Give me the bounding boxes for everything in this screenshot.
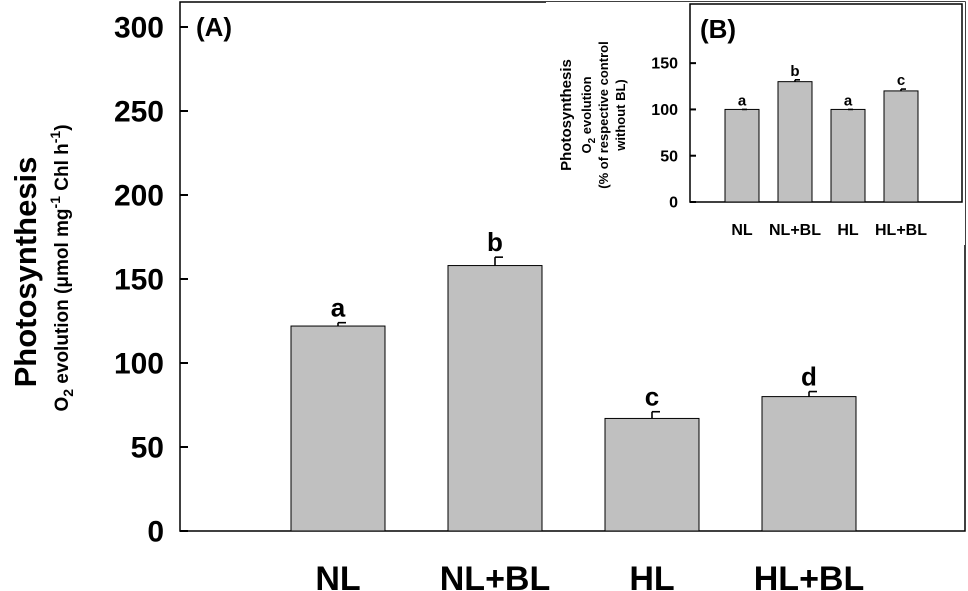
b-y-tick-label: 100 <box>651 102 678 119</box>
b-x-tick-label: NL <box>731 222 753 239</box>
inset-panel-label: (B) <box>700 14 736 44</box>
a-x-tick-label: NL <box>315 560 360 591</box>
b-significance-letter: c <box>897 72 905 89</box>
a-x-tick-label: HL+BL <box>754 560 865 591</box>
main-y-axis-unit: O2 evolution (μmol mg-1 Chl h-1) <box>47 124 76 411</box>
b-bar-hl-plus-bl <box>883 90 919 203</box>
main-y-axis-title: Photosynthesis <box>8 157 43 388</box>
a-significance-letter: d <box>801 362 817 392</box>
main-panel-label: (A) <box>196 12 232 42</box>
main-x-tick-labels: NL NL+BL HL HL+BL <box>315 560 864 591</box>
inset-x-tick-labels: NL NL+BL HL HL+BL <box>731 222 927 239</box>
inset-y-axis-unit: O2 evolution <box>579 76 598 153</box>
inset-y-axis-title: Photosynthesis <box>558 59 575 171</box>
b-bar-nl-plus-bl <box>777 81 813 203</box>
a-significance-letter: b <box>487 227 503 257</box>
b-x-tick-label: HL <box>837 222 859 239</box>
b-y-tick-label: 0 <box>669 195 678 212</box>
a-y-tick-label: 300 <box>114 12 164 45</box>
a-y-tick-label: 200 <box>114 180 164 213</box>
inset-plot-frame <box>689 3 963 203</box>
a-bar-hl <box>604 417 700 532</box>
b-y-tick-label: 150 <box>651 56 678 73</box>
a-y-tick-label: 50 <box>131 432 164 465</box>
main-y-ticks: 0 50 100 150 200 250 300 <box>114 12 188 549</box>
a-x-tick-label: HL <box>629 560 674 591</box>
a-y-tick-label: 250 <box>114 96 164 129</box>
a-y-tick-label: 0 <box>147 516 164 549</box>
a-x-tick-label: NL+BL <box>440 560 551 591</box>
inset-bars: a b a c <box>724 63 919 203</box>
b-significance-letter: b <box>790 63 799 80</box>
main-chart-panel: (A) 0 50 100 150 200 250 300 a b c d NL NL+BL HL HL+… <box>8 1 966 591</box>
a-bar-nl-plus-bl <box>447 265 543 532</box>
b-bar-nl <box>724 108 760 203</box>
a-significance-letter: a <box>331 293 346 323</box>
b-x-tick-label: HL+BL <box>875 222 927 239</box>
b-x-tick-label: NL+BL <box>769 222 821 239</box>
a-y-tick-label: 100 <box>114 348 164 381</box>
inset-y-axis-unit-line3: (% of respective control <box>596 41 611 188</box>
b-bar-hl <box>830 108 866 203</box>
a-bar-nl <box>290 325 386 532</box>
main-bars: a b c d <box>290 227 857 532</box>
b-significance-letter: a <box>844 92 853 109</box>
inset-y-ticks: 0 50 100 150 <box>651 56 696 212</box>
a-bar-hl-plus-bl <box>761 396 857 532</box>
a-significance-letter: c <box>645 382 659 412</box>
a-y-tick-label: 150 <box>114 264 164 297</box>
b-significance-letter: a <box>738 92 747 109</box>
inset-chart-panel: (B) 0 50 100 150 a b a c NL NL+BL HL HL+BL Photos… <box>546 2 965 245</box>
b-y-tick-label: 50 <box>660 148 678 165</box>
inset-y-axis-unit-line4: without BL) <box>613 79 628 151</box>
